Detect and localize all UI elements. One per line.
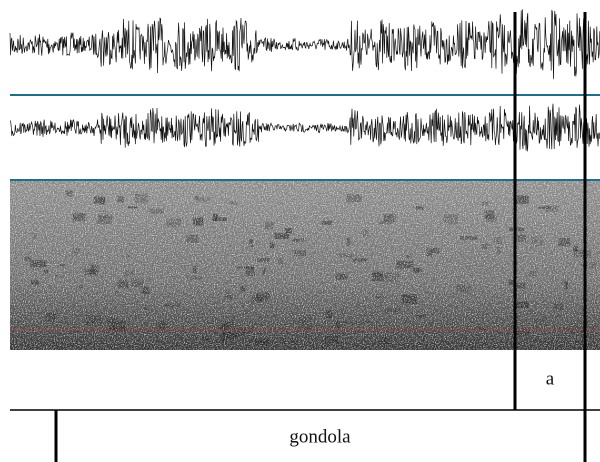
- interval-label: a: [546, 368, 555, 389]
- waveform: [9, 9, 600, 80]
- interval-label: gondola: [289, 426, 351, 447]
- waveform-channel-1: [9, 9, 600, 80]
- waveform-channel-2: [9, 103, 600, 152]
- waveform: [9, 103, 600, 152]
- spectrogram: [10, 181, 600, 350]
